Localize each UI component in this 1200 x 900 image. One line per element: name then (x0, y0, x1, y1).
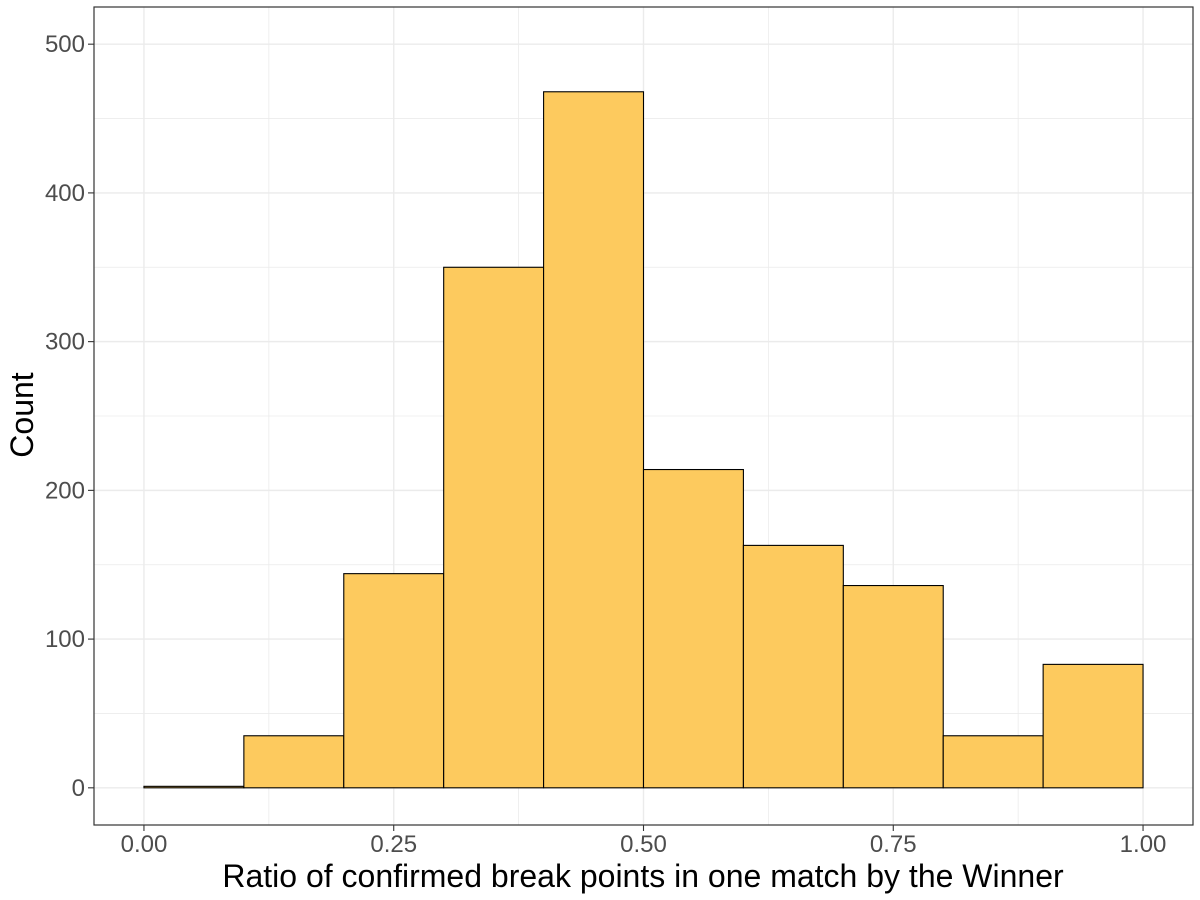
y-axis-title: Count (4, 372, 40, 458)
y-tick-label: 0 (72, 775, 85, 802)
histogram-bar (742, 544, 844, 789)
y-tick-label: 500 (45, 31, 85, 58)
histogram-bar (942, 735, 1044, 789)
y-tick-label: 100 (45, 626, 85, 653)
histogram-bar (443, 266, 545, 789)
histogram-bar (842, 584, 944, 789)
histogram-bar (1042, 663, 1144, 789)
histogram-bar (642, 468, 744, 789)
y-tick-label: 200 (45, 477, 85, 504)
histogram-bar (243, 735, 345, 789)
histogram-bar (343, 573, 445, 789)
x-tick-label: 0.50 (620, 831, 667, 858)
x-axis-ticks: 0.00 0.25 0.50 0.75 1.00 (121, 825, 1167, 858)
y-axis-ticks: 0 100 200 300 400 500 (45, 31, 94, 802)
y-tick-label: 400 (45, 180, 85, 207)
x-tick-label: 1.00 (1120, 831, 1167, 858)
histogram-bar (543, 91, 645, 789)
x-tick-label: 0.25 (370, 831, 417, 858)
x-axis-title: Ratio of confirmed break points in one m… (222, 858, 1064, 894)
x-tick-label: 0.00 (121, 831, 168, 858)
histogram-bar (143, 785, 245, 789)
x-tick-label: 0.75 (870, 831, 917, 858)
y-tick-label: 300 (45, 329, 85, 356)
histogram-bars (143, 91, 1144, 789)
